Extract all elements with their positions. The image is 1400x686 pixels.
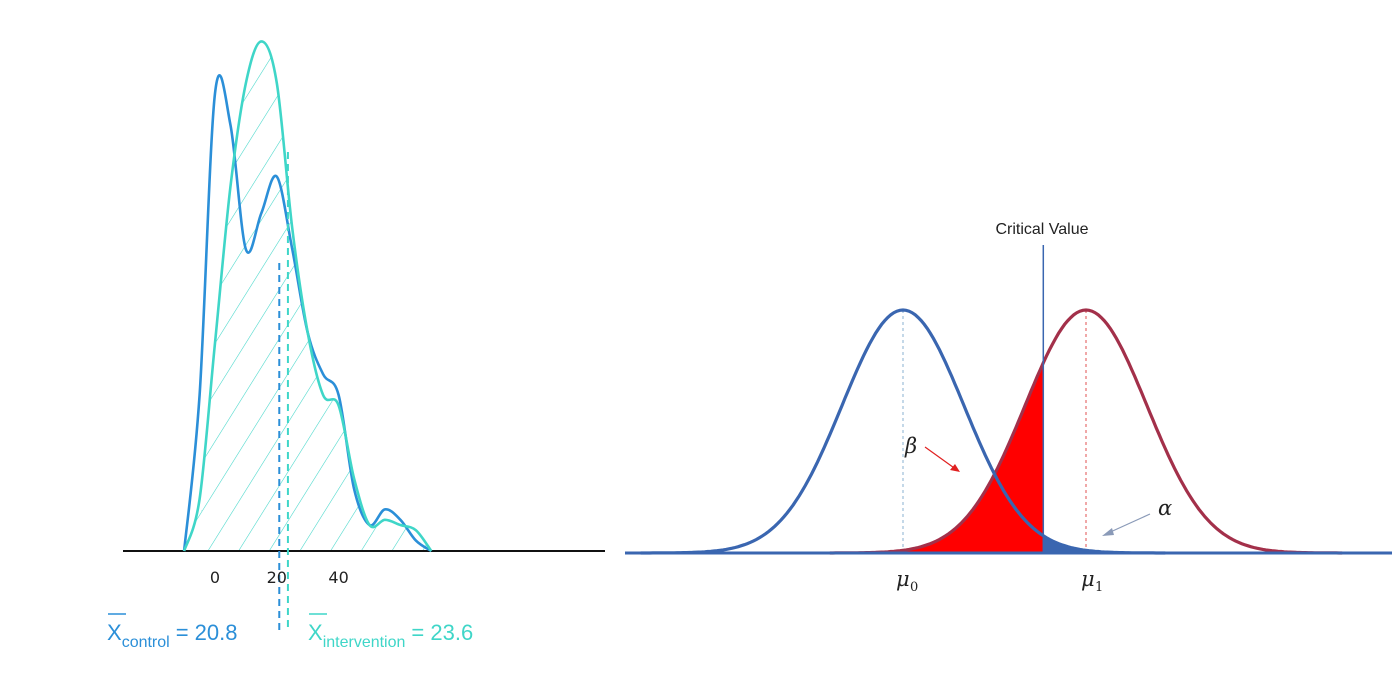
density-curves [182, 40, 433, 553]
density-chart: 0 20 40 Xcontrol = 20.8 Xintervention = 23.6 [107, 40, 605, 651]
beta-annotation: β [904, 434, 960, 472]
alpha-label: α [1158, 496, 1172, 520]
beta-region [866, 362, 1044, 553]
intervention-density-curve [182, 40, 433, 552]
mu0-label: μ 0 [896, 567, 918, 595]
control-density-curve [182, 74, 433, 553]
x-tick-40: 40 [328, 568, 348, 587]
mu1-subscript: 1 [1095, 580, 1103, 595]
mean-lines [278, 152, 289, 632]
alpha-arrow [1105, 513, 1151, 535]
mu0-symbol: μ [896, 567, 910, 591]
x-tick-20: 20 [267, 568, 287, 587]
distribution-curves [640, 308, 1343, 555]
beta-arrowhead [950, 464, 960, 472]
mu1-symbol: μ [1081, 567, 1095, 591]
intervention-mean-text: Xintervention = 23.6 [308, 620, 473, 651]
intervention-mean-value: = 23.6 [411, 620, 473, 645]
intervention-hatch-area [184, 41, 432, 552]
beta-label: β [904, 434, 917, 458]
x-tick-0: 0 [210, 568, 220, 587]
control-mean-text: Xcontrol = 20.8 [107, 620, 238, 651]
alpha-annotation: α [1102, 496, 1172, 536]
mu1-label: μ 1 [1081, 567, 1103, 595]
x-tick-labels: 0 20 40 [210, 568, 349, 587]
mu0-subscript: 0 [910, 580, 918, 595]
critical-value-label: Critical Value [995, 221, 1088, 238]
intervention-mean-label: Xintervention = 23.6 [308, 613, 473, 651]
h1-distribution-curve [829, 308, 1343, 555]
control-mean-value: = 20.8 [176, 620, 238, 645]
alpha-arrowhead [1102, 528, 1114, 536]
hypothesis-test-chart: Critical Value μ 0 μ 1 β α [625, 221, 1392, 595]
control-mean-label: Xcontrol = 20.8 [107, 613, 238, 651]
h0-distribution-curve [640, 308, 1166, 555]
beta-arrow [924, 446, 958, 471]
